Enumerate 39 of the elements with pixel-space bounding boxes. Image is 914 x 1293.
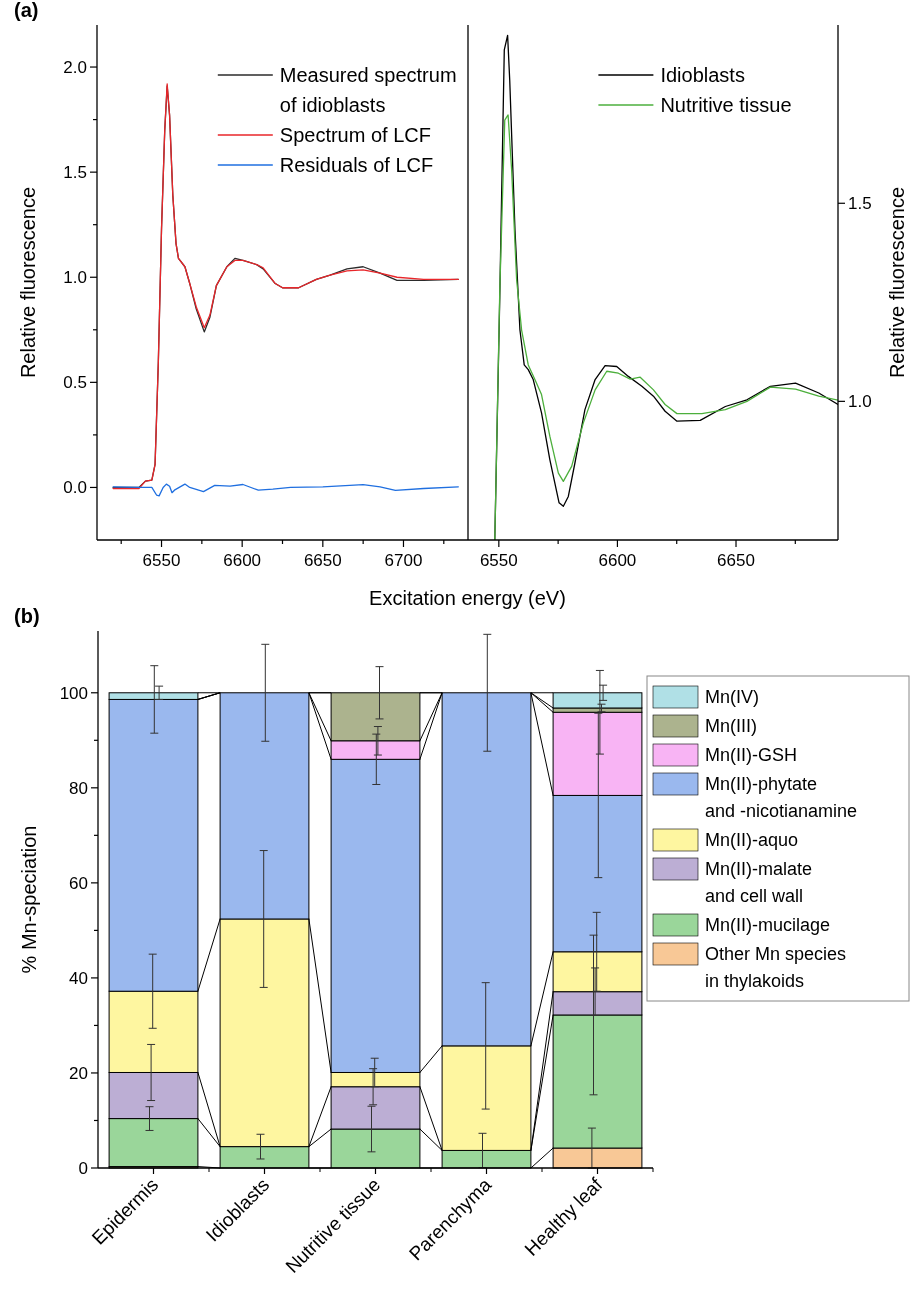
legend-label: Measured spectrum of idioblasts	[279, 64, 457, 116]
legend-label: Residuals of LCF	[279, 154, 434, 176]
x-tick-label: 6650	[717, 551, 755, 570]
y-tick-label: 2.0	[63, 58, 87, 78]
y-tick-label: 0	[78, 1159, 88, 1178]
y-tick-label: 60	[69, 873, 88, 893]
y-tick-label: 100	[59, 683, 88, 703]
legend-label: Mn(II)-malate and cell wall	[705, 859, 813, 906]
y2-tick-label: 1.5	[848, 194, 872, 214]
legend-label: Spectrum of LCF	[279, 124, 431, 146]
y2-axis-title: Relative fluorescence	[886, 186, 908, 379]
y-tick-label: 0.0	[63, 478, 87, 498]
x-tick-label: 6700	[384, 551, 423, 570]
y-tick-label: 1.0	[63, 268, 87, 288]
legend-label: Mn(II)-phytate and -nicotianamine	[705, 774, 858, 821]
x-tick-label: 6650	[303, 551, 342, 570]
y-tick-label: 1.5	[63, 163, 87, 183]
chart-title: (a)	[14, 0, 39, 21]
legend-label: Mn(III)	[705, 716, 757, 736]
legend-label: Other Mn species in thylakoids	[705, 944, 847, 991]
x-tick-label: 6600	[223, 551, 262, 570]
legend-label: Idioblasts	[660, 64, 745, 86]
y-axis-title: % Mn-speciation	[18, 825, 40, 974]
x-tick-label: 6550	[479, 551, 518, 570]
y-tick-label: 80	[69, 778, 88, 798]
y-tick-label: 0.5	[63, 373, 87, 393]
legend-label: Mn(II)-mucilage	[705, 915, 831, 935]
y-tick-label: 20	[69, 1063, 88, 1083]
x-axis-title: Excitation energy (eV)	[369, 587, 566, 609]
y2-tick-label: 1.0	[848, 392, 872, 412]
chart-title: (b)	[14, 605, 40, 627]
legend-label: Mn(II)-GSH	[705, 745, 797, 765]
legend-label: Mn(IV)	[705, 687, 759, 707]
legend-label: Mn(II)-aquo	[705, 830, 799, 850]
x-tick-label: 6550	[142, 551, 181, 570]
x-tick-label: 6600	[598, 551, 637, 570]
legend-label: Nutritive tissue	[660, 94, 792, 116]
y-tick-label: 40	[69, 968, 88, 988]
y-axis-title: Relative fluorescence	[17, 186, 39, 379]
